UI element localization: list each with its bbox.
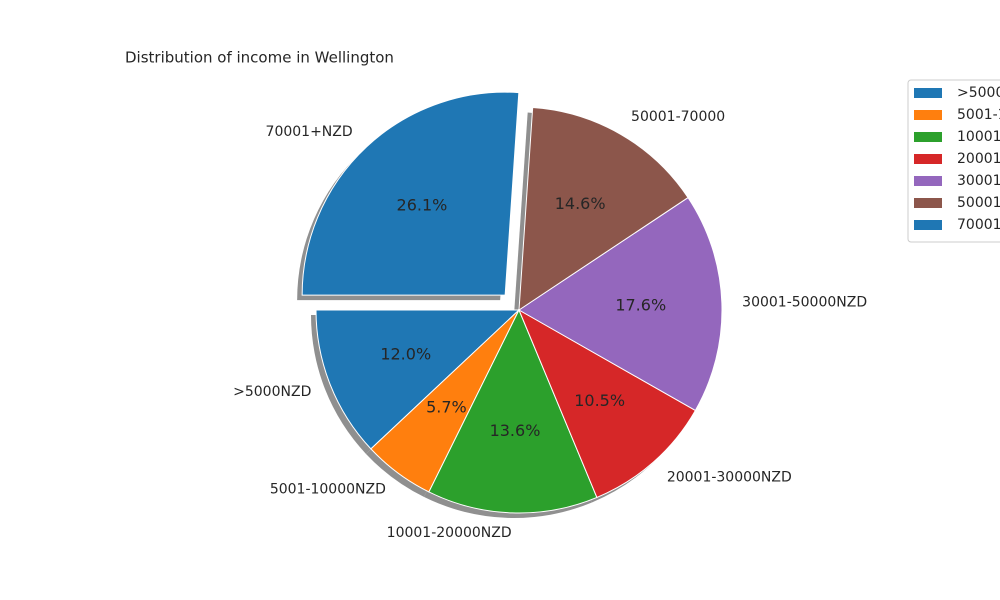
slice bbox=[518, 106, 689, 311]
slice bbox=[301, 91, 520, 296]
category-label: >5000NZD bbox=[233, 384, 311, 400]
legend-swatch bbox=[914, 198, 942, 208]
legend-swatch bbox=[914, 154, 942, 164]
category-label: 70001+NZD bbox=[266, 124, 353, 140]
slice bbox=[428, 308, 598, 514]
value-label: 17.6% bbox=[615, 295, 666, 314]
value-label: 26.1% bbox=[397, 196, 448, 215]
legend-label: 30001-50000NZD bbox=[957, 173, 1000, 189]
legend-label: 10001-20000NZD bbox=[957, 129, 1000, 145]
value-label: 12.0% bbox=[380, 344, 431, 363]
slice bbox=[315, 309, 521, 450]
legend-swatch bbox=[914, 220, 942, 230]
category-label: 30001-50000NZD bbox=[742, 294, 867, 310]
legend-label: 20001-30000NZD bbox=[957, 151, 1000, 167]
slice bbox=[517, 308, 697, 499]
value-label: 5.7% bbox=[426, 397, 467, 416]
category-label: 10001-20000NZD bbox=[387, 525, 512, 541]
legend-label: 5001-10000NZD bbox=[957, 107, 1000, 123]
slice bbox=[518, 196, 723, 412]
chart-title: Distribution of income in Wellington bbox=[125, 49, 394, 67]
legend-swatch bbox=[914, 88, 942, 98]
legend-label: >5000NZD bbox=[957, 85, 1000, 101]
legend-label: 50001-70000 bbox=[957, 195, 1000, 211]
value-label: 14.6% bbox=[555, 194, 606, 213]
category-label: 5001-10000NZD bbox=[270, 481, 386, 497]
legend-swatch bbox=[914, 132, 942, 142]
value-label: 13.6% bbox=[490, 421, 541, 440]
legend-swatch bbox=[914, 110, 942, 120]
category-label: 20001-30000NZD bbox=[667, 469, 792, 485]
category-label: 50001-70000 bbox=[631, 109, 725, 125]
legend-label: 70001+NZD bbox=[957, 217, 1000, 233]
value-label: 10.5% bbox=[574, 391, 625, 410]
legend-swatch bbox=[914, 176, 942, 186]
